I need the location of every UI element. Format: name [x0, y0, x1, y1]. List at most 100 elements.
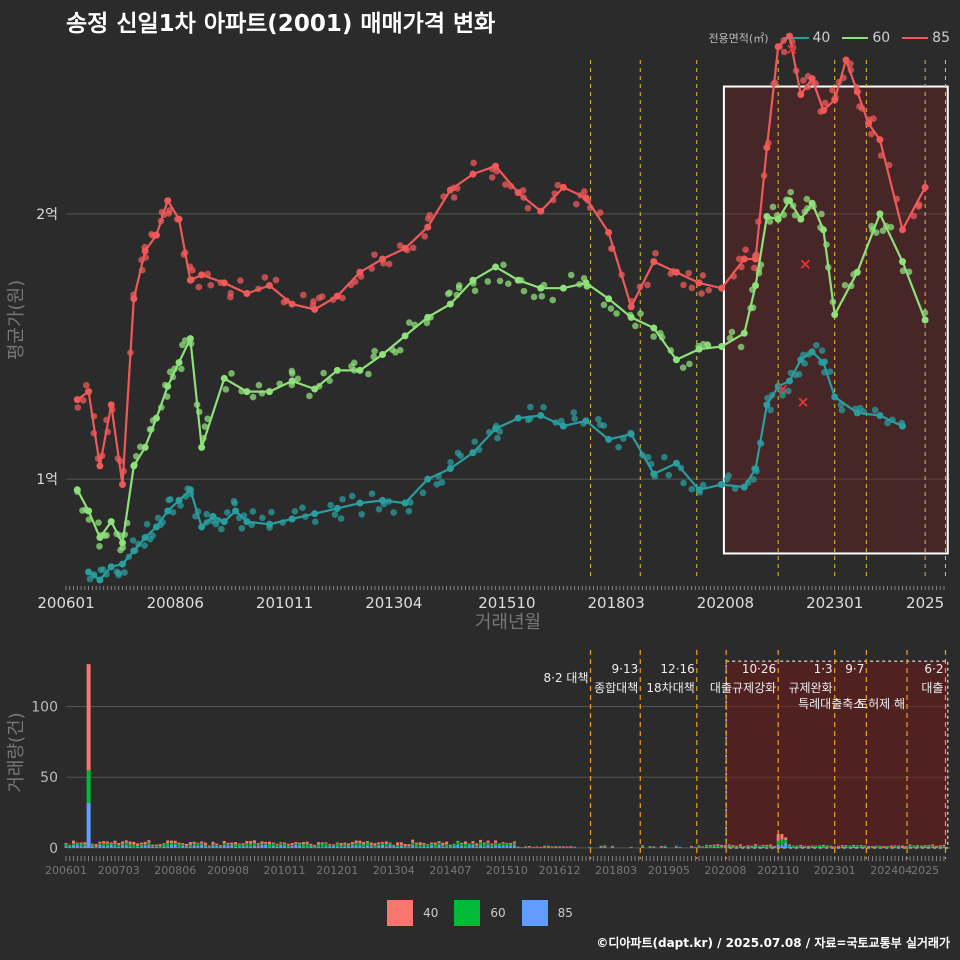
- bar-segment: [196, 842, 200, 844]
- bar-segment: [283, 843, 287, 846]
- series-60-point: [567, 271, 575, 279]
- bar-segment: [942, 846, 946, 848]
- bar-segment: [139, 846, 143, 848]
- bar-segment: [109, 842, 113, 844]
- bar-segment: [814, 847, 818, 848]
- bottom-legend-swatch-85: [521, 900, 548, 926]
- series-85-point: [915, 203, 923, 210]
- bottom-y-tick-label-2: 100: [31, 700, 58, 716]
- series-85-vertex: [921, 183, 929, 191]
- bar-segment: [927, 845, 931, 847]
- bar-segment: [938, 846, 942, 848]
- bar-segment: [859, 845, 863, 847]
- bar-segment: [72, 840, 76, 844]
- bottom-x-minor-ticks: [65, 856, 945, 861]
- bar-segment: [136, 846, 140, 848]
- series-85-vertex: [740, 255, 748, 263]
- bar-segment: [139, 842, 143, 845]
- bar-segment: [727, 844, 731, 846]
- bar-segment: [72, 845, 76, 848]
- bar-segment: [128, 841, 132, 845]
- bar-segment: [64, 844, 68, 847]
- bottom-legend-swatch-60: [454, 900, 481, 926]
- bar-segment: [218, 846, 222, 848]
- legend-title: 전용면적(㎡): [708, 32, 769, 45]
- series-85-point: [421, 233, 428, 240]
- bar-segment: [177, 844, 181, 848]
- series-60-vertex: [853, 268, 861, 276]
- bar-segment: [339, 846, 343, 848]
- bar-segment: [863, 845, 867, 847]
- series-85-point: [680, 281, 687, 289]
- series-40-point: [249, 508, 257, 515]
- series-85-point: [554, 181, 562, 189]
- bar-segment: [136, 843, 140, 847]
- series-40-vertex: [627, 430, 635, 438]
- series-85-point: [488, 174, 496, 181]
- bar-segment: [927, 846, 931, 848]
- series-85-point: [409, 244, 417, 252]
- bar-segment: [381, 843, 385, 845]
- series-60-vertex: [718, 343, 726, 351]
- bar-segment: [203, 842, 207, 846]
- bar-segment: [516, 846, 520, 848]
- bar-segment: [132, 847, 136, 848]
- bottom-x-tick-label-13: 202110: [757, 864, 799, 877]
- legend-item-40: 40: [782, 30, 830, 46]
- bar-segment: [75, 844, 79, 848]
- bar-segment: [200, 844, 204, 848]
- series-40-point: [368, 490, 376, 498]
- series-60-vertex: [288, 377, 296, 385]
- bar-segment: [731, 846, 735, 848]
- bar-segment: [942, 844, 946, 846]
- legend-item-85: 85: [902, 30, 950, 46]
- bar-segment: [298, 844, 302, 846]
- series-40-point: [813, 341, 820, 349]
- series-60-vertex: [876, 210, 884, 218]
- bar-segment: [98, 843, 102, 845]
- bar-segment: [113, 846, 117, 848]
- bar-segment: [230, 844, 234, 846]
- bar-segment: [396, 845, 400, 847]
- series-85-vertex: [797, 90, 805, 98]
- series-40-point: [212, 520, 220, 528]
- bar-segment: [735, 847, 739, 848]
- bar-segment: [256, 844, 260, 846]
- bar-segment: [490, 846, 494, 848]
- bar-segment: [151, 844, 155, 847]
- bar-segment: [267, 841, 271, 845]
- bar-segment: [170, 845, 174, 848]
- series-40-point: [688, 485, 696, 493]
- bar-segment: [791, 847, 795, 848]
- bar-segment: [173, 840, 177, 844]
- bar-segment: [373, 845, 377, 848]
- bar-segment: [332, 844, 336, 846]
- bar-segment: [674, 846, 678, 848]
- series-85-point: [79, 397, 87, 404]
- bar-segment: [629, 846, 633, 848]
- bottom-legend-swatch-40: [387, 900, 414, 926]
- bar-segment: [320, 844, 324, 848]
- bar-segment: [524, 846, 528, 847]
- bar-segment: [610, 846, 614, 848]
- bar-segment: [441, 842, 445, 846]
- bar-segment: [497, 845, 501, 848]
- bar-segment: [610, 847, 614, 848]
- top-x-tick-label-3: 201304: [365, 594, 422, 612]
- bar-segment: [512, 845, 516, 848]
- series-85-vertex: [130, 295, 138, 303]
- bar-segment: [286, 846, 290, 848]
- series-40-point: [299, 504, 306, 511]
- bar-segment: [181, 844, 185, 846]
- bottom-x-tick-label-4: 201011: [264, 864, 306, 877]
- bar-segment: [411, 844, 415, 848]
- series-85-vertex: [107, 401, 115, 409]
- bar-segment: [222, 843, 226, 846]
- series-85-point: [742, 246, 749, 253]
- bar-segment: [833, 847, 837, 848]
- bar-spike-segment: [86, 664, 91, 771]
- event-sublabel-7: 토허제 해: [857, 697, 905, 711]
- bar-segment: [497, 843, 501, 845]
- series-40-point: [331, 511, 339, 518]
- series-85-vertex: [514, 189, 522, 197]
